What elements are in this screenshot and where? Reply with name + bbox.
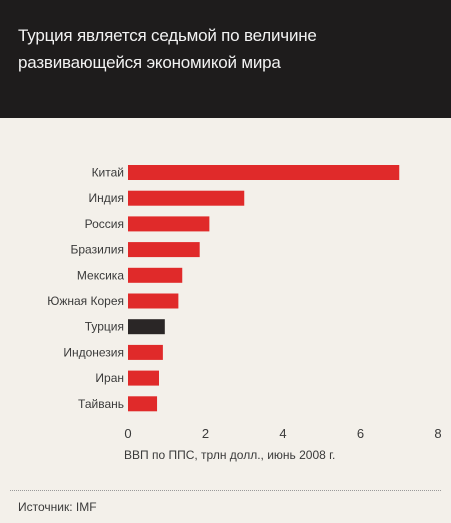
x-tick-label: 0 — [124, 426, 131, 441]
category-label: Мексика — [77, 268, 124, 282]
source-note: Источник: IMF — [18, 500, 97, 514]
bar — [128, 190, 245, 206]
bar — [128, 267, 183, 283]
x-tick-label: 2 — [202, 426, 209, 441]
bar — [128, 344, 163, 360]
bar — [128, 216, 210, 232]
bar — [128, 293, 179, 309]
category-label: Бразилия — [71, 243, 125, 257]
category-label: Индонезия — [63, 345, 124, 359]
category-label: Тайвань — [78, 397, 124, 411]
category-label: Иран — [95, 371, 124, 385]
bar — [128, 242, 200, 258]
x-tick-label: 8 — [434, 426, 441, 441]
category-label: Турция — [85, 320, 124, 334]
category-label: Китай — [92, 166, 124, 180]
category-label: Россия — [85, 217, 124, 231]
x-tick-label: 4 — [279, 426, 286, 441]
category-label: Южная Корея — [47, 294, 124, 308]
bar-chart: Китай Индия Россия Бразилия Мексика Южная Кор… — [47, 165, 442, 462]
chart-title: Турция является седьмой по величине разв… — [18, 26, 317, 72]
bar — [128, 396, 158, 412]
x-axis-title: ВВП по ППС, трлн долл., июнь 2008 г. — [124, 448, 335, 462]
header-banner: Турция является седьмой по величине разв… — [0, 0, 451, 118]
source-divider — [10, 490, 441, 491]
x-tick-label: 6 — [357, 426, 364, 441]
category-label: Индия — [89, 191, 124, 205]
bar — [128, 370, 159, 386]
bar-highlight — [128, 319, 165, 335]
chart-area: Китай Индия Россия Бразилия Мексика Южная Кор… — [0, 118, 451, 488]
bar — [128, 165, 400, 180]
